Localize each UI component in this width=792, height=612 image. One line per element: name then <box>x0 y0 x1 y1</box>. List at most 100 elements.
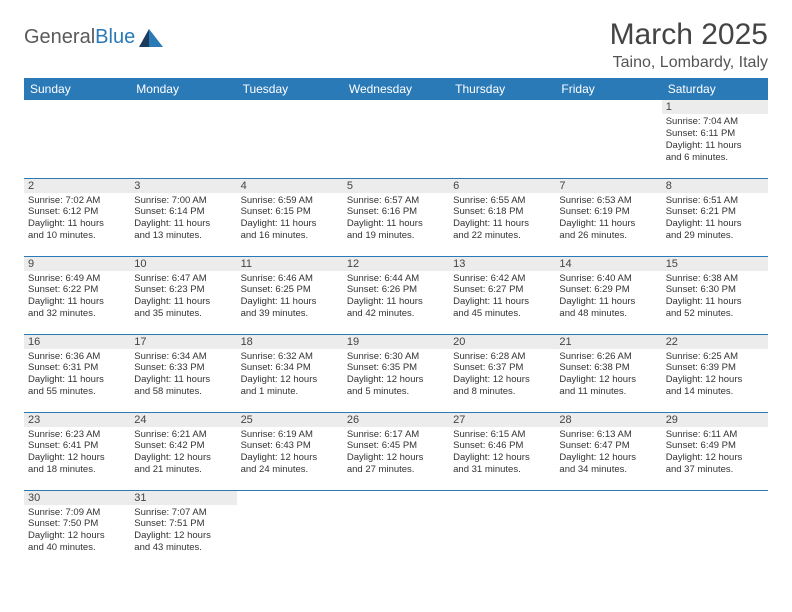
day-number: 24 <box>130 413 236 427</box>
cell-day1: Daylight: 12 hours <box>134 452 232 464</box>
cell-sunrise: Sunrise: 6:57 AM <box>347 195 445 207</box>
cell-sunrise: Sunrise: 6:34 AM <box>134 351 232 363</box>
cell-sunrise: Sunrise: 6:59 AM <box>241 195 339 207</box>
day-number: 2 <box>24 179 130 193</box>
cell-sunset: Sunset: 6:38 PM <box>559 362 657 374</box>
cell-day2: and 45 minutes. <box>453 308 551 320</box>
day-number-empty <box>237 491 343 505</box>
cell-day1: Daylight: 11 hours <box>559 296 657 308</box>
cell-day2: and 26 minutes. <box>559 230 657 242</box>
page-title: March 2025 <box>610 18 768 52</box>
col-header-tuesday: Tuesday <box>237 78 343 100</box>
cell-day1: Daylight: 12 hours <box>666 452 764 464</box>
cell-day1: Daylight: 11 hours <box>134 374 232 386</box>
cell-sunrise: Sunrise: 6:47 AM <box>134 273 232 285</box>
cell-day1: Daylight: 11 hours <box>28 374 126 386</box>
calendar-cell <box>343 100 449 178</box>
cell-day2: and 39 minutes. <box>241 308 339 320</box>
day-number-empty <box>237 100 343 114</box>
cell-day2: and 55 minutes. <box>28 386 126 398</box>
cell-day2: and 27 minutes. <box>347 464 445 476</box>
calendar-cell: 16Sunrise: 6:36 AMSunset: 6:31 PMDayligh… <box>24 334 130 412</box>
col-header-monday: Monday <box>130 78 236 100</box>
cell-day1: Daylight: 11 hours <box>28 296 126 308</box>
calendar-cell: 30Sunrise: 7:09 AMSunset: 7:50 PMDayligh… <box>24 490 130 568</box>
cell-day2: and 1 minute. <box>241 386 339 398</box>
calendar-cell <box>449 100 555 178</box>
cell-day2: and 14 minutes. <box>666 386 764 398</box>
cell-sunset: Sunset: 6:22 PM <box>28 284 126 296</box>
cell-sunset: Sunset: 6:18 PM <box>453 206 551 218</box>
cell-day1: Daylight: 11 hours <box>453 296 551 308</box>
cell-sunset: Sunset: 6:34 PM <box>241 362 339 374</box>
cell-sunset: Sunset: 6:26 PM <box>347 284 445 296</box>
cell-sunrise: Sunrise: 6:28 AM <box>453 351 551 363</box>
calendar-cell: 10Sunrise: 6:47 AMSunset: 6:23 PMDayligh… <box>130 256 236 334</box>
cell-sunrise: Sunrise: 6:15 AM <box>453 429 551 441</box>
cell-day2: and 40 minutes. <box>28 542 126 554</box>
calendar-header-row: SundayMondayTuesdayWednesdayThursdayFrid… <box>24 78 768 100</box>
day-number-empty <box>555 491 661 505</box>
cell-sunrise: Sunrise: 6:30 AM <box>347 351 445 363</box>
col-header-friday: Friday <box>555 78 661 100</box>
calendar-cell <box>555 490 661 568</box>
cell-day2: and 32 minutes. <box>28 308 126 320</box>
cell-day2: and 42 minutes. <box>347 308 445 320</box>
cell-sunrise: Sunrise: 7:02 AM <box>28 195 126 207</box>
cell-sunrise: Sunrise: 6:25 AM <box>666 351 764 363</box>
day-number: 15 <box>662 257 768 271</box>
col-header-wednesday: Wednesday <box>343 78 449 100</box>
cell-sunset: Sunset: 6:39 PM <box>666 362 764 374</box>
cell-sunrise: Sunrise: 6:11 AM <box>666 429 764 441</box>
day-number: 1 <box>662 100 768 114</box>
day-number: 7 <box>555 179 661 193</box>
calendar-cell: 27Sunrise: 6:15 AMSunset: 6:46 PMDayligh… <box>449 412 555 490</box>
cell-sunset: Sunset: 6:19 PM <box>559 206 657 218</box>
cell-sunrise: Sunrise: 6:53 AM <box>559 195 657 207</box>
calendar-cell: 26Sunrise: 6:17 AMSunset: 6:45 PMDayligh… <box>343 412 449 490</box>
cell-sunset: Sunset: 6:30 PM <box>666 284 764 296</box>
calendar-cell <box>449 490 555 568</box>
cell-day2: and 6 minutes. <box>666 152 764 164</box>
day-number: 5 <box>343 179 449 193</box>
cell-sunrise: Sunrise: 6:46 AM <box>241 273 339 285</box>
cell-sunset: Sunset: 6:42 PM <box>134 440 232 452</box>
cell-sunset: Sunset: 6:27 PM <box>453 284 551 296</box>
calendar-cell: 18Sunrise: 6:32 AMSunset: 6:34 PMDayligh… <box>237 334 343 412</box>
day-number: 29 <box>662 413 768 427</box>
day-number: 20 <box>449 335 555 349</box>
cell-day2: and 43 minutes. <box>134 542 232 554</box>
cell-sunset: Sunset: 6:29 PM <box>559 284 657 296</box>
cell-sunset: Sunset: 6:47 PM <box>559 440 657 452</box>
day-number: 26 <box>343 413 449 427</box>
day-number: 13 <box>449 257 555 271</box>
cell-day2: and 52 minutes. <box>666 308 764 320</box>
calendar-cell: 29Sunrise: 6:11 AMSunset: 6:49 PMDayligh… <box>662 412 768 490</box>
calendar-cell: 1Sunrise: 7:04 AMSunset: 6:11 PMDaylight… <box>662 100 768 178</box>
cell-day1: Daylight: 12 hours <box>347 452 445 464</box>
calendar-row: 2Sunrise: 7:02 AMSunset: 6:12 PMDaylight… <box>24 178 768 256</box>
calendar-cell <box>237 490 343 568</box>
calendar-cell <box>24 100 130 178</box>
cell-day1: Daylight: 11 hours <box>347 296 445 308</box>
cell-sunset: Sunset: 6:21 PM <box>666 206 764 218</box>
day-number-empty <box>24 100 130 114</box>
calendar-cell <box>130 100 236 178</box>
cell-sunset: Sunset: 6:25 PM <box>241 284 339 296</box>
cell-day2: and 48 minutes. <box>559 308 657 320</box>
cell-sunrise: Sunrise: 7:04 AM <box>666 116 764 128</box>
cell-day2: and 13 minutes. <box>134 230 232 242</box>
cell-day1: Daylight: 11 hours <box>666 218 764 230</box>
cell-sunrise: Sunrise: 6:32 AM <box>241 351 339 363</box>
cell-sunset: Sunset: 6:41 PM <box>28 440 126 452</box>
cell-sunrise: Sunrise: 6:36 AM <box>28 351 126 363</box>
title-block: March 2025 Taino, Lombardy, Italy <box>610 18 768 72</box>
calendar-row: 23Sunrise: 6:23 AMSunset: 6:41 PMDayligh… <box>24 412 768 490</box>
cell-day2: and 16 minutes. <box>241 230 339 242</box>
cell-day2: and 31 minutes. <box>453 464 551 476</box>
cell-sunrise: Sunrise: 6:19 AM <box>241 429 339 441</box>
cell-day1: Daylight: 12 hours <box>453 452 551 464</box>
day-number: 30 <box>24 491 130 505</box>
cell-day1: Daylight: 11 hours <box>134 218 232 230</box>
cell-sunset: Sunset: 6:45 PM <box>347 440 445 452</box>
